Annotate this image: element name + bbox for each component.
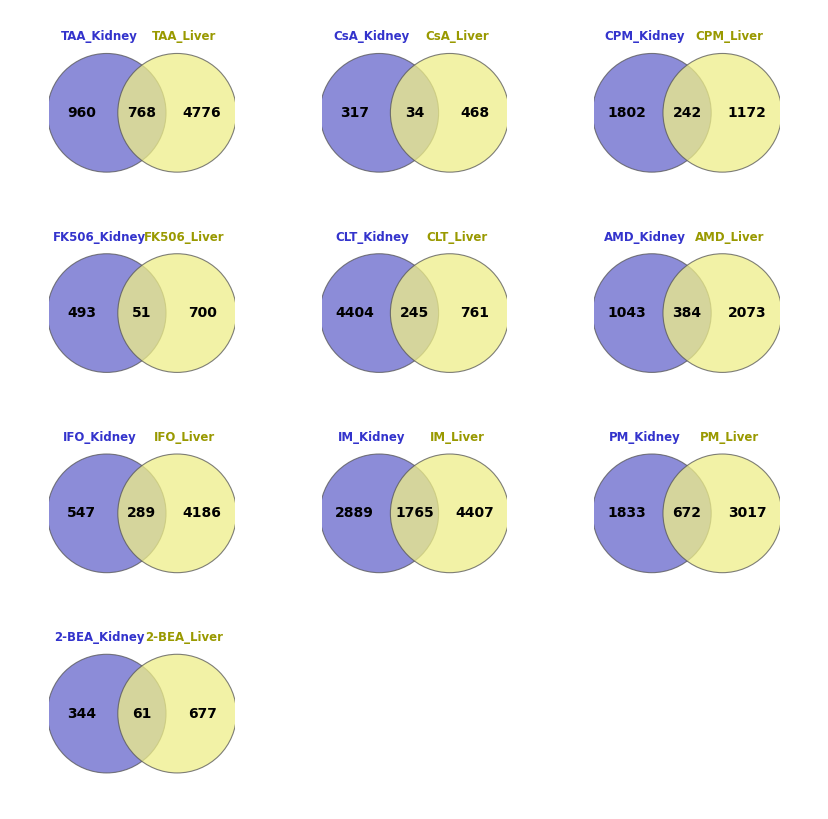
Text: IM_Liver: IM_Liver	[429, 431, 484, 444]
Text: 1172: 1172	[727, 106, 766, 120]
Text: AMD_Liver: AMD_Liver	[694, 230, 763, 243]
Text: FK506_Kidney: FK506_Kidney	[53, 230, 146, 243]
Text: 51: 51	[132, 306, 152, 320]
Circle shape	[118, 254, 236, 373]
Text: 344: 344	[67, 707, 96, 721]
Text: 468: 468	[460, 106, 489, 120]
Text: 2073: 2073	[727, 306, 766, 320]
Circle shape	[390, 454, 508, 572]
Text: 2-BEA_Liver: 2-BEA_Liver	[146, 631, 224, 644]
Text: 2889: 2889	[335, 506, 373, 520]
Circle shape	[118, 454, 236, 572]
Circle shape	[390, 53, 508, 172]
Circle shape	[320, 454, 438, 572]
Circle shape	[47, 454, 166, 572]
Text: 4407: 4407	[455, 506, 493, 520]
Circle shape	[390, 254, 508, 373]
Text: 289: 289	[128, 506, 156, 520]
Text: 1043: 1043	[607, 306, 646, 320]
Text: PM_Kidney: PM_Kidney	[608, 431, 680, 444]
Text: 700: 700	[187, 306, 216, 320]
Circle shape	[662, 454, 781, 572]
Text: 34: 34	[404, 106, 424, 120]
Text: CsA_Kidney: CsA_Kidney	[334, 30, 410, 43]
Text: 960: 960	[67, 106, 96, 120]
Circle shape	[592, 254, 710, 373]
Text: PM_Liver: PM_Liver	[700, 431, 758, 444]
Text: FK506_Liver: FK506_Liver	[144, 230, 224, 243]
Circle shape	[592, 454, 710, 572]
Circle shape	[118, 654, 236, 773]
Text: 2-BEA_Kidney: 2-BEA_Kidney	[54, 631, 144, 644]
Text: AMD_Kidney: AMD_Kidney	[603, 230, 685, 243]
Text: 493: 493	[67, 306, 96, 320]
Text: 4404: 4404	[335, 306, 373, 320]
Text: CLT_Liver: CLT_Liver	[426, 230, 487, 243]
Text: 1765: 1765	[395, 506, 433, 520]
Text: 677: 677	[187, 707, 216, 721]
Text: 761: 761	[460, 306, 489, 320]
Text: 242: 242	[672, 106, 700, 120]
Text: 4186: 4186	[182, 506, 221, 520]
Text: CsA_Liver: CsA_Liver	[425, 30, 489, 43]
Text: 4776: 4776	[182, 106, 221, 120]
Text: 61: 61	[132, 707, 152, 721]
Text: 672: 672	[672, 506, 700, 520]
Circle shape	[47, 254, 166, 373]
Circle shape	[47, 654, 166, 773]
Text: 384: 384	[672, 306, 700, 320]
Circle shape	[320, 53, 438, 172]
Text: IM_Kidney: IM_Kidney	[338, 431, 405, 444]
Circle shape	[320, 254, 438, 373]
Circle shape	[47, 53, 166, 172]
Text: CLT_Kidney: CLT_Kidney	[335, 230, 408, 243]
Text: 245: 245	[399, 306, 429, 320]
Text: IFO_Liver: IFO_Liver	[154, 431, 215, 444]
Circle shape	[662, 53, 781, 172]
Text: 768: 768	[128, 106, 156, 120]
Text: CPM_Liver: CPM_Liver	[695, 30, 763, 43]
Circle shape	[662, 254, 781, 373]
Text: 1802: 1802	[607, 106, 646, 120]
Circle shape	[592, 53, 710, 172]
Text: TAA_Liver: TAA_Liver	[152, 30, 216, 43]
Text: 317: 317	[339, 106, 368, 120]
Text: TAA_Kidney: TAA_Kidney	[60, 30, 137, 43]
Circle shape	[118, 53, 236, 172]
Text: 1833: 1833	[607, 506, 646, 520]
Text: IFO_Kidney: IFO_Kidney	[62, 431, 136, 444]
Text: 547: 547	[67, 506, 96, 520]
Text: CPM_Kidney: CPM_Kidney	[604, 30, 684, 43]
Text: 3017: 3017	[727, 506, 766, 520]
